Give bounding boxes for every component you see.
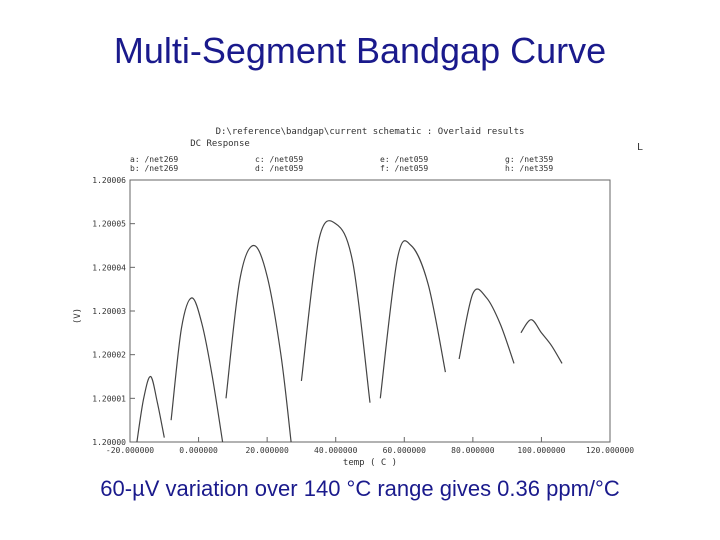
y-axis-label: (V) — [73, 308, 83, 324]
legend-entry: a: /net269 — [130, 155, 178, 164]
chart-subtitle: DC Response — [190, 139, 250, 149]
series-line — [136, 375, 165, 443]
y-tick-label: 1.20005 — [92, 220, 126, 229]
legend-entry: c: /net059 — [255, 155, 303, 164]
legend-entry: g: /net359 — [505, 155, 553, 164]
legend-entry: f: /net059 — [380, 164, 428, 173]
series-line — [379, 240, 446, 399]
slide-caption: 60-µV variation over 140 °C range gives … — [100, 476, 620, 501]
y-tick-label: 1.20004 — [92, 263, 126, 272]
chart-corner-mark: L — [637, 142, 643, 153]
slide-title: Multi-Segment Bandgap Curve — [113, 30, 607, 71]
x-tick-label: 80.000000 — [451, 446, 495, 455]
legend-entry: h: /net359 — [505, 164, 553, 173]
series-line — [520, 319, 563, 364]
x-tick-label: 0.000000 — [179, 446, 218, 455]
legend-entry: b: /net269 — [130, 164, 178, 173]
x-tick-label: 120.000000 — [586, 446, 634, 455]
chart-title: D:\reference\bandgap\current schematic :… — [216, 127, 525, 137]
series-line — [300, 220, 371, 403]
legend-entry: d: /net059 — [255, 164, 303, 173]
y-tick-label: 1.20006 — [92, 176, 126, 185]
bandgap-chart: D:\reference\bandgap\current schematic :… — [73, 127, 643, 468]
series-line — [170, 297, 224, 443]
series-line — [458, 288, 515, 364]
x-tick-label: 40.000000 — [314, 446, 358, 455]
y-tick-label: 1.20001 — [92, 394, 126, 403]
x-axis-label: temp ( C ) — [343, 458, 397, 468]
legend-entry: e: /net059 — [380, 155, 428, 164]
y-tick-label: 1.20002 — [92, 351, 126, 360]
x-tick-label: 60.000000 — [383, 446, 427, 455]
x-tick-label: 100.000000 — [517, 446, 565, 455]
x-tick-label: -20.000000 — [106, 446, 154, 455]
series-line — [225, 244, 292, 443]
x-tick-label: 20.000000 — [245, 446, 289, 455]
y-tick-label: 1.20003 — [92, 307, 126, 316]
y-tick-label: 1.20000 — [92, 438, 126, 447]
